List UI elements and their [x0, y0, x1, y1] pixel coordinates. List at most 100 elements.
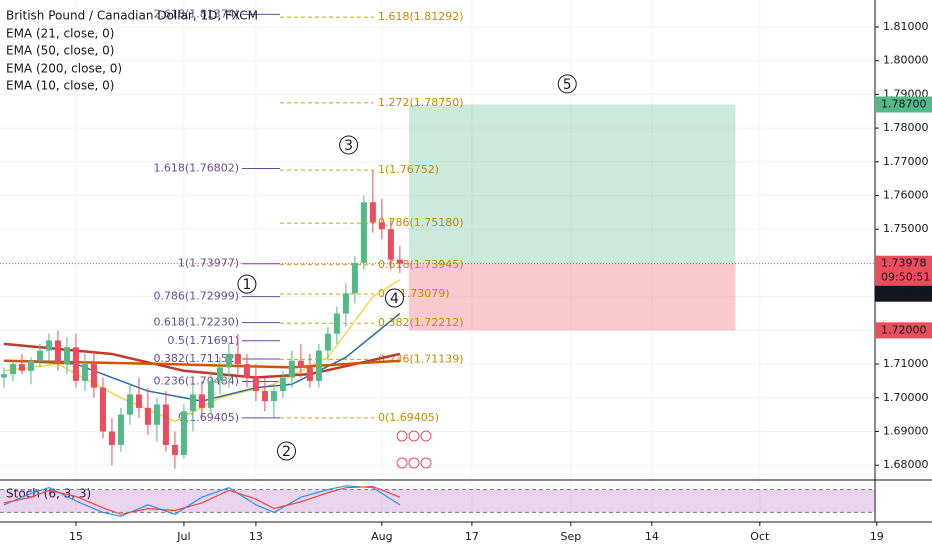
event-icon	[420, 457, 432, 469]
x-tick-label: Oct	[750, 530, 770, 543]
legend-item: EMA (10, close, 0)	[6, 79, 114, 93]
legend-item: EMA (200, close, 0)	[6, 62, 122, 76]
candle-body	[9, 364, 16, 375]
price-tag-label: 1.72000	[881, 323, 927, 336]
fib-label: 1(1.73977)	[178, 257, 239, 270]
candle-body	[297, 360, 304, 368]
x-tick-label: 19	[870, 530, 884, 543]
candle-body	[315, 350, 322, 381]
fib-label: 0(1.69405)	[378, 411, 439, 424]
candle-body	[90, 364, 97, 388]
fib-label: 0.236(1.70484)	[153, 374, 239, 387]
stoch-band	[0, 489, 875, 513]
candle-body	[27, 360, 34, 371]
fib-label: 1.618(1.76802)	[153, 161, 239, 174]
fib-label: 1.618(1.81292)	[378, 10, 464, 23]
x-tick-label: 14	[645, 530, 659, 543]
candle-body	[135, 394, 142, 408]
stoch-line	[3, 485, 401, 517]
price-tag	[875, 255, 932, 286]
event-icon	[420, 430, 432, 442]
wave-label: 5	[563, 77, 572, 93]
wave-label: 2	[282, 444, 291, 460]
fib-label: 0.5(1.71691)	[167, 334, 239, 347]
y-tick-label: 1.78000	[883, 121, 929, 134]
candle-body	[180, 411, 187, 456]
x-tick-label: Aug	[371, 530, 392, 543]
y-tick-label: 1.75000	[883, 222, 929, 235]
price-tag	[875, 96, 932, 113]
x-tick-label: 17	[465, 530, 479, 543]
fib-label: 0.382(1.72212)	[378, 316, 464, 329]
legend: British Pound / Canadian Dollar, 1D, FXC…	[6, 9, 258, 501]
y-tick-label: 1.80000	[883, 54, 929, 67]
candle-body	[144, 407, 151, 425]
price-tag-label: 1.73978	[881, 257, 927, 270]
x-tick-label: Sep	[560, 530, 581, 543]
x-tick-label: 15	[69, 530, 83, 543]
price-tag	[875, 285, 932, 302]
price-tag	[875, 322, 932, 339]
legend-item: EMA (21, close, 0)	[6, 27, 114, 41]
candle-body	[378, 222, 385, 230]
candle-body	[342, 293, 349, 314]
fib-label: 0.382(1.71152)	[153, 352, 239, 365]
fib-label: 1.272(1.78750)	[378, 96, 464, 109]
candle-body	[108, 431, 115, 445]
stoch-line	[3, 485, 401, 515]
stop-zone	[408, 263, 736, 331]
candle-body	[261, 391, 268, 402]
y-tick-label: 1.71000	[883, 357, 929, 370]
candle-body	[333, 313, 340, 334]
candle-body	[18, 364, 25, 371]
candle-body	[45, 340, 52, 351]
candle-body	[36, 350, 43, 361]
legend-item: EMA (50, close, 0)	[6, 44, 114, 58]
candle-body	[216, 367, 223, 381]
fib-label: 2.618(1.81374)	[153, 7, 239, 20]
candle-body	[225, 353, 232, 368]
candle-body	[252, 377, 259, 392]
y-tick-label: 1.81000	[883, 20, 929, 33]
fib-label: 0.786(1.75180)	[378, 216, 464, 229]
candle-body	[198, 394, 205, 408]
fib-label: 0(1.69405)	[178, 411, 239, 424]
fib-label: 0.618(1.72230)	[153, 316, 239, 329]
event-icons	[396, 430, 432, 469]
candle-body	[324, 333, 331, 351]
wave-marker	[277, 441, 297, 461]
candle-body	[387, 229, 394, 260]
price-tag-label: 1.78700	[881, 97, 927, 110]
event-icon	[396, 430, 408, 442]
wave-label: 4	[390, 291, 399, 307]
candle-body	[0, 374, 7, 378]
candle-body	[270, 391, 277, 402]
grid	[0, 0, 878, 522]
y-tick-label: 1.76000	[883, 189, 929, 202]
candle-body	[171, 444, 178, 456]
wave-marker	[237, 274, 257, 294]
y-tick-label: 1.70000	[883, 391, 929, 404]
price-tag-label: 1.73950	[881, 287, 927, 300]
candle-body	[360, 202, 367, 263]
candle-body	[81, 364, 88, 381]
price-tag-countdown: 09:50:51	[881, 271, 930, 284]
event-icon	[408, 457, 420, 469]
fib-label: 0.786(1.72999)	[153, 290, 239, 303]
wave-marker	[384, 288, 404, 308]
y-tick-label: 1.77000	[883, 155, 929, 168]
candle-body	[279, 377, 286, 392]
wave-marker	[339, 135, 359, 155]
candle-body	[306, 367, 313, 381]
candle-body	[288, 360, 295, 378]
x-tick-label: 13	[249, 530, 263, 543]
event-icon	[396, 457, 408, 469]
legend-title: British Pound / Canadian Dollar, 1D, FXC…	[6, 9, 258, 23]
candle-body	[243, 364, 250, 378]
y-tick-label: 1.68000	[883, 458, 929, 471]
wave-marker	[557, 74, 577, 94]
candle-body	[234, 353, 241, 365]
candle-body	[189, 394, 196, 412]
candle-body	[63, 347, 70, 365]
candle-body	[369, 202, 376, 223]
